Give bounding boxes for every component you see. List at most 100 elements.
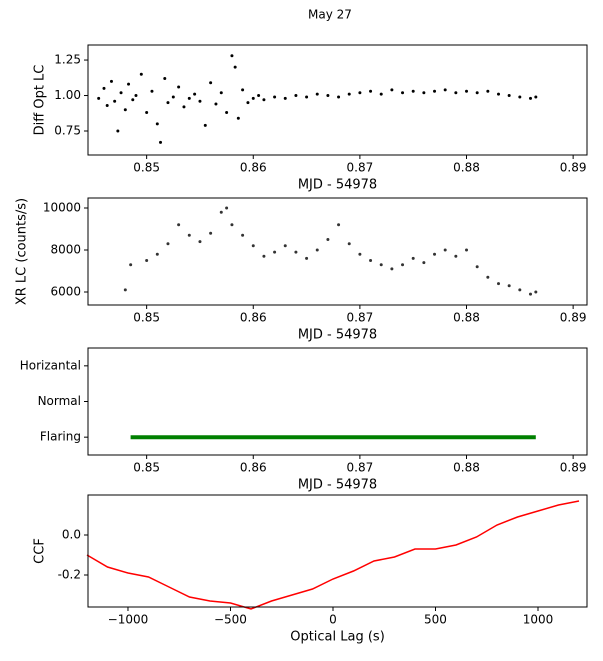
x-axis-label: MJD - 54978 — [298, 478, 377, 493]
data-point — [219, 91, 223, 95]
data-point — [198, 240, 202, 244]
data-point — [528, 292, 532, 296]
x-tick-label: −1000 — [108, 613, 149, 627]
data-point — [534, 290, 538, 294]
data-point — [145, 258, 149, 262]
data-point — [283, 244, 287, 248]
x-tick-label: 1000 — [523, 613, 554, 627]
data-point — [294, 94, 298, 98]
data-point — [273, 95, 277, 99]
data-point — [401, 91, 405, 95]
data-point — [443, 248, 447, 252]
data-point — [155, 252, 159, 256]
data-point — [134, 94, 138, 98]
data-point — [507, 94, 511, 98]
figure-title: May 27 — [308, 8, 352, 22]
y-axis-label: CCF — [33, 538, 48, 564]
axes-frame — [87, 197, 588, 306]
y-tick-label: Horizantal — [20, 358, 81, 372]
data-point — [305, 256, 309, 260]
data-point — [273, 250, 277, 254]
x-tick-label: 0 — [329, 613, 337, 627]
data-point — [230, 223, 234, 227]
data-point — [326, 237, 330, 241]
x-tick-label: 0.86 — [240, 311, 267, 325]
data-point — [358, 91, 362, 95]
x-tick-label: 0.86 — [240, 461, 267, 475]
y-axis-label: XR LC (counts/s) — [15, 198, 30, 305]
data-point — [209, 231, 213, 235]
data-point — [390, 267, 394, 271]
data-point — [251, 244, 255, 248]
data-point — [236, 116, 240, 120]
data-point — [305, 95, 309, 99]
data-point — [347, 92, 351, 96]
data-point — [166, 101, 170, 105]
data-point — [97, 96, 101, 100]
x-tick-label: 500 — [424, 613, 447, 627]
data-point — [283, 96, 287, 100]
data-point — [187, 233, 191, 237]
data-point — [411, 256, 415, 260]
data-point — [127, 82, 131, 86]
data-point — [225, 111, 229, 115]
axes-frame — [87, 347, 588, 456]
x-axis-label: MJD - 54978 — [298, 328, 377, 343]
x-axis-label: MJD - 54978 — [298, 178, 377, 193]
data-point — [225, 206, 229, 210]
data-point — [257, 94, 261, 98]
y-tick-label: 1.25 — [54, 53, 81, 67]
data-point — [129, 263, 133, 267]
data-point — [109, 79, 113, 83]
data-point — [177, 223, 181, 227]
data-point — [123, 108, 127, 112]
data-point — [214, 102, 218, 106]
data-point — [390, 88, 394, 92]
data-point — [411, 89, 415, 93]
data-point — [518, 288, 522, 292]
data-point — [116, 129, 120, 133]
data-point — [337, 95, 341, 99]
data-point — [251, 96, 255, 100]
data-point — [475, 265, 479, 269]
data-point — [182, 105, 186, 109]
x-tick-label: 0.85 — [133, 161, 160, 175]
y-tick-label: Normal — [38, 394, 81, 408]
data-point — [433, 89, 437, 93]
data-point — [155, 122, 159, 126]
data-point — [145, 111, 149, 115]
data-point — [262, 98, 266, 102]
data-point — [465, 248, 469, 252]
x-tick-label: 0.85 — [133, 461, 160, 475]
data-point — [326, 94, 330, 98]
y-tick-label: 8000 — [50, 242, 81, 256]
data-point — [465, 89, 469, 93]
data-point — [246, 101, 250, 105]
data-point — [337, 223, 341, 227]
data-point — [150, 89, 154, 93]
data-point — [139, 72, 143, 76]
x-tick-label: −500 — [214, 613, 247, 627]
x-tick-label: 0.85 — [133, 311, 160, 325]
data-point — [379, 263, 383, 267]
ccf-line — [86, 500, 580, 610]
x-tick-label: 0.86 — [240, 161, 267, 175]
data-point — [241, 88, 245, 92]
data-point — [171, 95, 175, 99]
data-point — [209, 81, 213, 85]
axes-frame — [87, 44, 588, 156]
data-point — [193, 92, 197, 96]
data-point — [315, 248, 319, 252]
data-point — [475, 91, 479, 95]
data-point — [166, 242, 170, 246]
data-point — [401, 263, 405, 267]
x-tick-label: 0.88 — [453, 161, 480, 175]
data-point — [159, 140, 163, 144]
data-point — [315, 92, 319, 96]
data-point — [163, 76, 167, 80]
data-point — [119, 91, 123, 95]
data-point — [497, 92, 501, 96]
data-point — [219, 210, 223, 214]
data-point — [528, 96, 532, 100]
y-tick-label: 0.75 — [54, 124, 81, 138]
